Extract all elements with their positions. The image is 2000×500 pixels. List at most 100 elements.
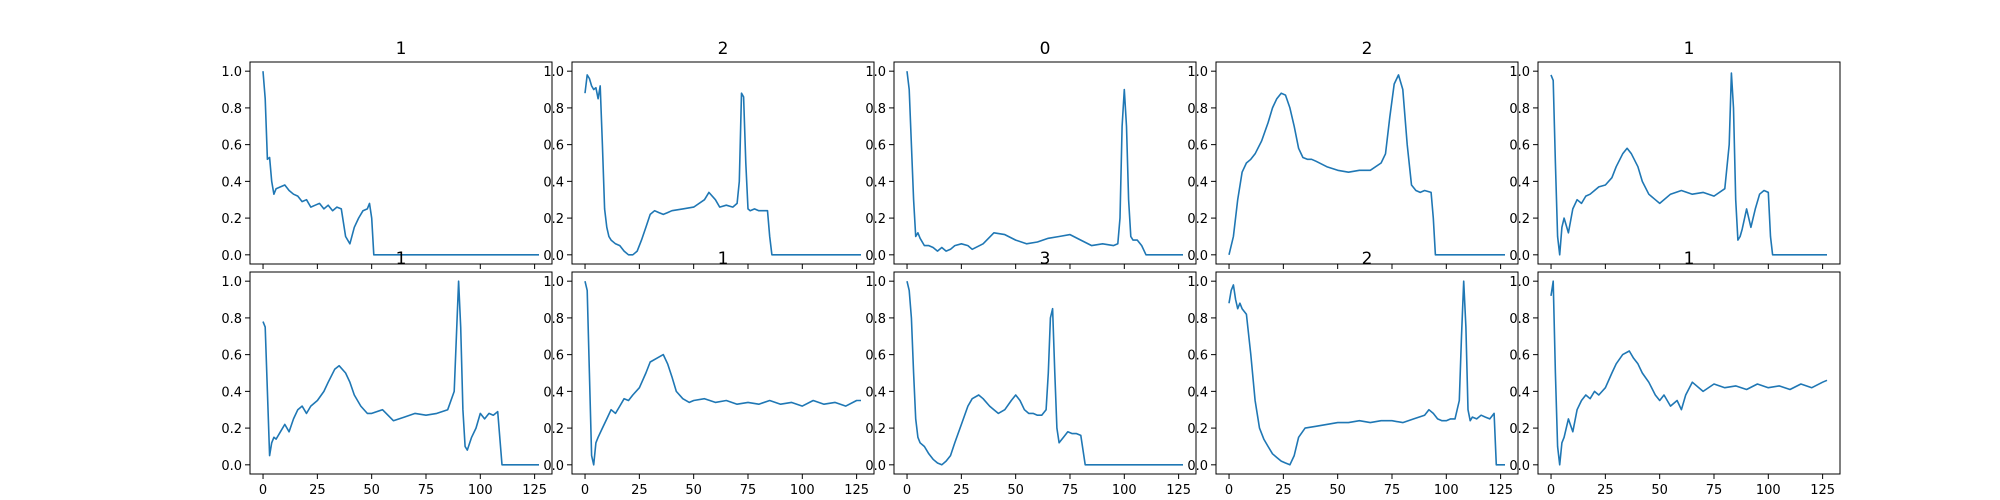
y-tick-label: 1.0 bbox=[221, 65, 242, 80]
y-tick-label: 0.4 bbox=[543, 175, 564, 190]
subplot-title: 2 bbox=[1362, 249, 1373, 269]
x-tick-label: 0 bbox=[581, 483, 589, 498]
y-tick-label: 0.6 bbox=[1187, 349, 1208, 364]
x-tick-label: 100 bbox=[468, 483, 493, 498]
y-tick-label: 0.8 bbox=[1187, 312, 1208, 327]
x-tick-label: 25 bbox=[953, 483, 970, 498]
x-tick-label: 0 bbox=[1225, 483, 1233, 498]
axes-frame bbox=[571, 271, 875, 475]
x-tick-label: 25 bbox=[309, 483, 326, 498]
x-tick-label: 25 bbox=[1275, 483, 1292, 498]
y-tick-label: 0.2 bbox=[865, 212, 886, 227]
y-tick-label: 0.8 bbox=[865, 312, 886, 327]
x-tick-label: 125 bbox=[522, 483, 547, 498]
y-tick-label: 0.8 bbox=[543, 312, 564, 327]
subplot-9: 2 0 25 50 75 100 125 0.0 0.2 0.4 0.6 0.8 1.0 bbox=[1187, 249, 1519, 498]
subplot-title: 1 bbox=[396, 39, 407, 59]
axes-frame bbox=[1537, 271, 1841, 475]
y-tick-label: 0.2 bbox=[543, 422, 564, 437]
subplot-title: 1 bbox=[1684, 39, 1695, 59]
y-tick-label: 0.2 bbox=[1187, 212, 1208, 227]
axes-frame bbox=[1215, 61, 1519, 265]
y-tick-label: 0.4 bbox=[221, 385, 242, 400]
subplot-3: 002550751001250.00.20.40.60.81.0 bbox=[865, 39, 1197, 288]
y-tick-label: 1.0 bbox=[1187, 65, 1208, 80]
subplot-title: 2 bbox=[1362, 39, 1373, 59]
y-tick-label: 0.0 bbox=[865, 459, 886, 474]
y-tick-label: 0.4 bbox=[543, 385, 564, 400]
x-tick-label: 100 bbox=[790, 483, 815, 498]
y-tick-label: 0.2 bbox=[865, 422, 886, 437]
y-tick-label: 0.4 bbox=[1187, 385, 1208, 400]
x-tick-label: 50 bbox=[1651, 483, 1668, 498]
axes-frame bbox=[571, 61, 875, 265]
y-tick-label: 0.2 bbox=[1509, 422, 1530, 437]
y-tick-label: 0.4 bbox=[865, 385, 886, 400]
y-tick-label: 0.8 bbox=[221, 102, 242, 117]
series-line bbox=[1228, 280, 1505, 466]
y-tick-label: 0.4 bbox=[1187, 175, 1208, 190]
y-tick-label: 0.8 bbox=[543, 102, 564, 117]
y-tick-label: 0.0 bbox=[543, 459, 564, 474]
subplot-10: 1 0 25 50 75 100 125 0.0 0.2 0.4 0.6 0.8 1.0 bbox=[1509, 249, 1841, 498]
y-tick-label: 0.8 bbox=[1187, 102, 1208, 117]
series-line bbox=[262, 280, 539, 466]
y-tick-label: 0.4 bbox=[865, 175, 886, 190]
x-tick-label: 50 bbox=[1007, 483, 1024, 498]
y-tick-label: 0.0 bbox=[221, 249, 242, 264]
x-tick-label: 50 bbox=[685, 483, 702, 498]
y-tick-label: 0.6 bbox=[1509, 349, 1530, 364]
axes-frame bbox=[893, 271, 1197, 475]
y-tick-label: 0.2 bbox=[221, 422, 242, 437]
x-tick-label: 125 bbox=[1166, 483, 1191, 498]
axes-frame bbox=[893, 61, 1197, 265]
y-tick-label: 1.0 bbox=[221, 275, 242, 290]
x-tick-label: 125 bbox=[1810, 483, 1835, 498]
subplot-7: 1 0 25 50 75 100 125 0.0 0.2 0.4 0.6 0.8 1.0 bbox=[543, 249, 875, 498]
x-tick-label: 125 bbox=[844, 483, 869, 498]
y-tick-label: 0.0 bbox=[1509, 249, 1530, 264]
x-tick-label: 50 bbox=[1329, 483, 1346, 498]
y-tick-label: 0.6 bbox=[1187, 139, 1208, 154]
x-tick-label: 25 bbox=[1597, 483, 1614, 498]
x-tick-label: 0 bbox=[259, 483, 267, 498]
subplot-title: 1 bbox=[718, 249, 729, 269]
y-tick-label: 0.6 bbox=[865, 349, 886, 364]
y-tick-label: 0.8 bbox=[1509, 102, 1530, 117]
subplot-title: 1 bbox=[1684, 249, 1695, 269]
y-tick-label: 1.0 bbox=[1509, 275, 1530, 290]
series-line bbox=[906, 71, 1183, 256]
x-tick-label: 25 bbox=[631, 483, 648, 498]
subplot-title: 0 bbox=[1040, 39, 1051, 59]
y-tick-label: 0.0 bbox=[1187, 459, 1208, 474]
x-tick-label: 0 bbox=[1547, 483, 1555, 498]
x-tick-label: 100 bbox=[1112, 483, 1137, 498]
y-tick-label: 0.6 bbox=[865, 139, 886, 154]
series-line bbox=[1228, 74, 1505, 256]
y-tick-label: 0.0 bbox=[1187, 249, 1208, 264]
y-tick-label: 0.2 bbox=[1509, 212, 1530, 227]
x-tick-label: 0 bbox=[903, 483, 911, 498]
x-tick-label: 50 bbox=[363, 483, 380, 498]
y-tick-label: 0.8 bbox=[221, 312, 242, 327]
y-tick-label: 0.2 bbox=[221, 212, 242, 227]
x-tick-label: 75 bbox=[1062, 483, 1079, 498]
series-line bbox=[584, 281, 861, 466]
series-line bbox=[584, 74, 861, 256]
axes-frame bbox=[1537, 61, 1841, 265]
x-tick-label: 75 bbox=[1706, 483, 1723, 498]
subplot-title: 2 bbox=[718, 39, 729, 59]
y-tick-label: 1.0 bbox=[1509, 65, 1530, 80]
y-tick-label: 1.0 bbox=[1187, 275, 1208, 290]
x-tick-label: 75 bbox=[1384, 483, 1401, 498]
y-tick-label: 1.0 bbox=[865, 65, 886, 80]
y-tick-label: 1.0 bbox=[865, 275, 886, 290]
subplot-8: 3 0 25 50 75 100 125 0.0 0.2 0.4 0.6 0.8 1.0 bbox=[865, 249, 1197, 498]
y-tick-label: 0.0 bbox=[865, 249, 886, 264]
axes-frame bbox=[249, 61, 553, 265]
